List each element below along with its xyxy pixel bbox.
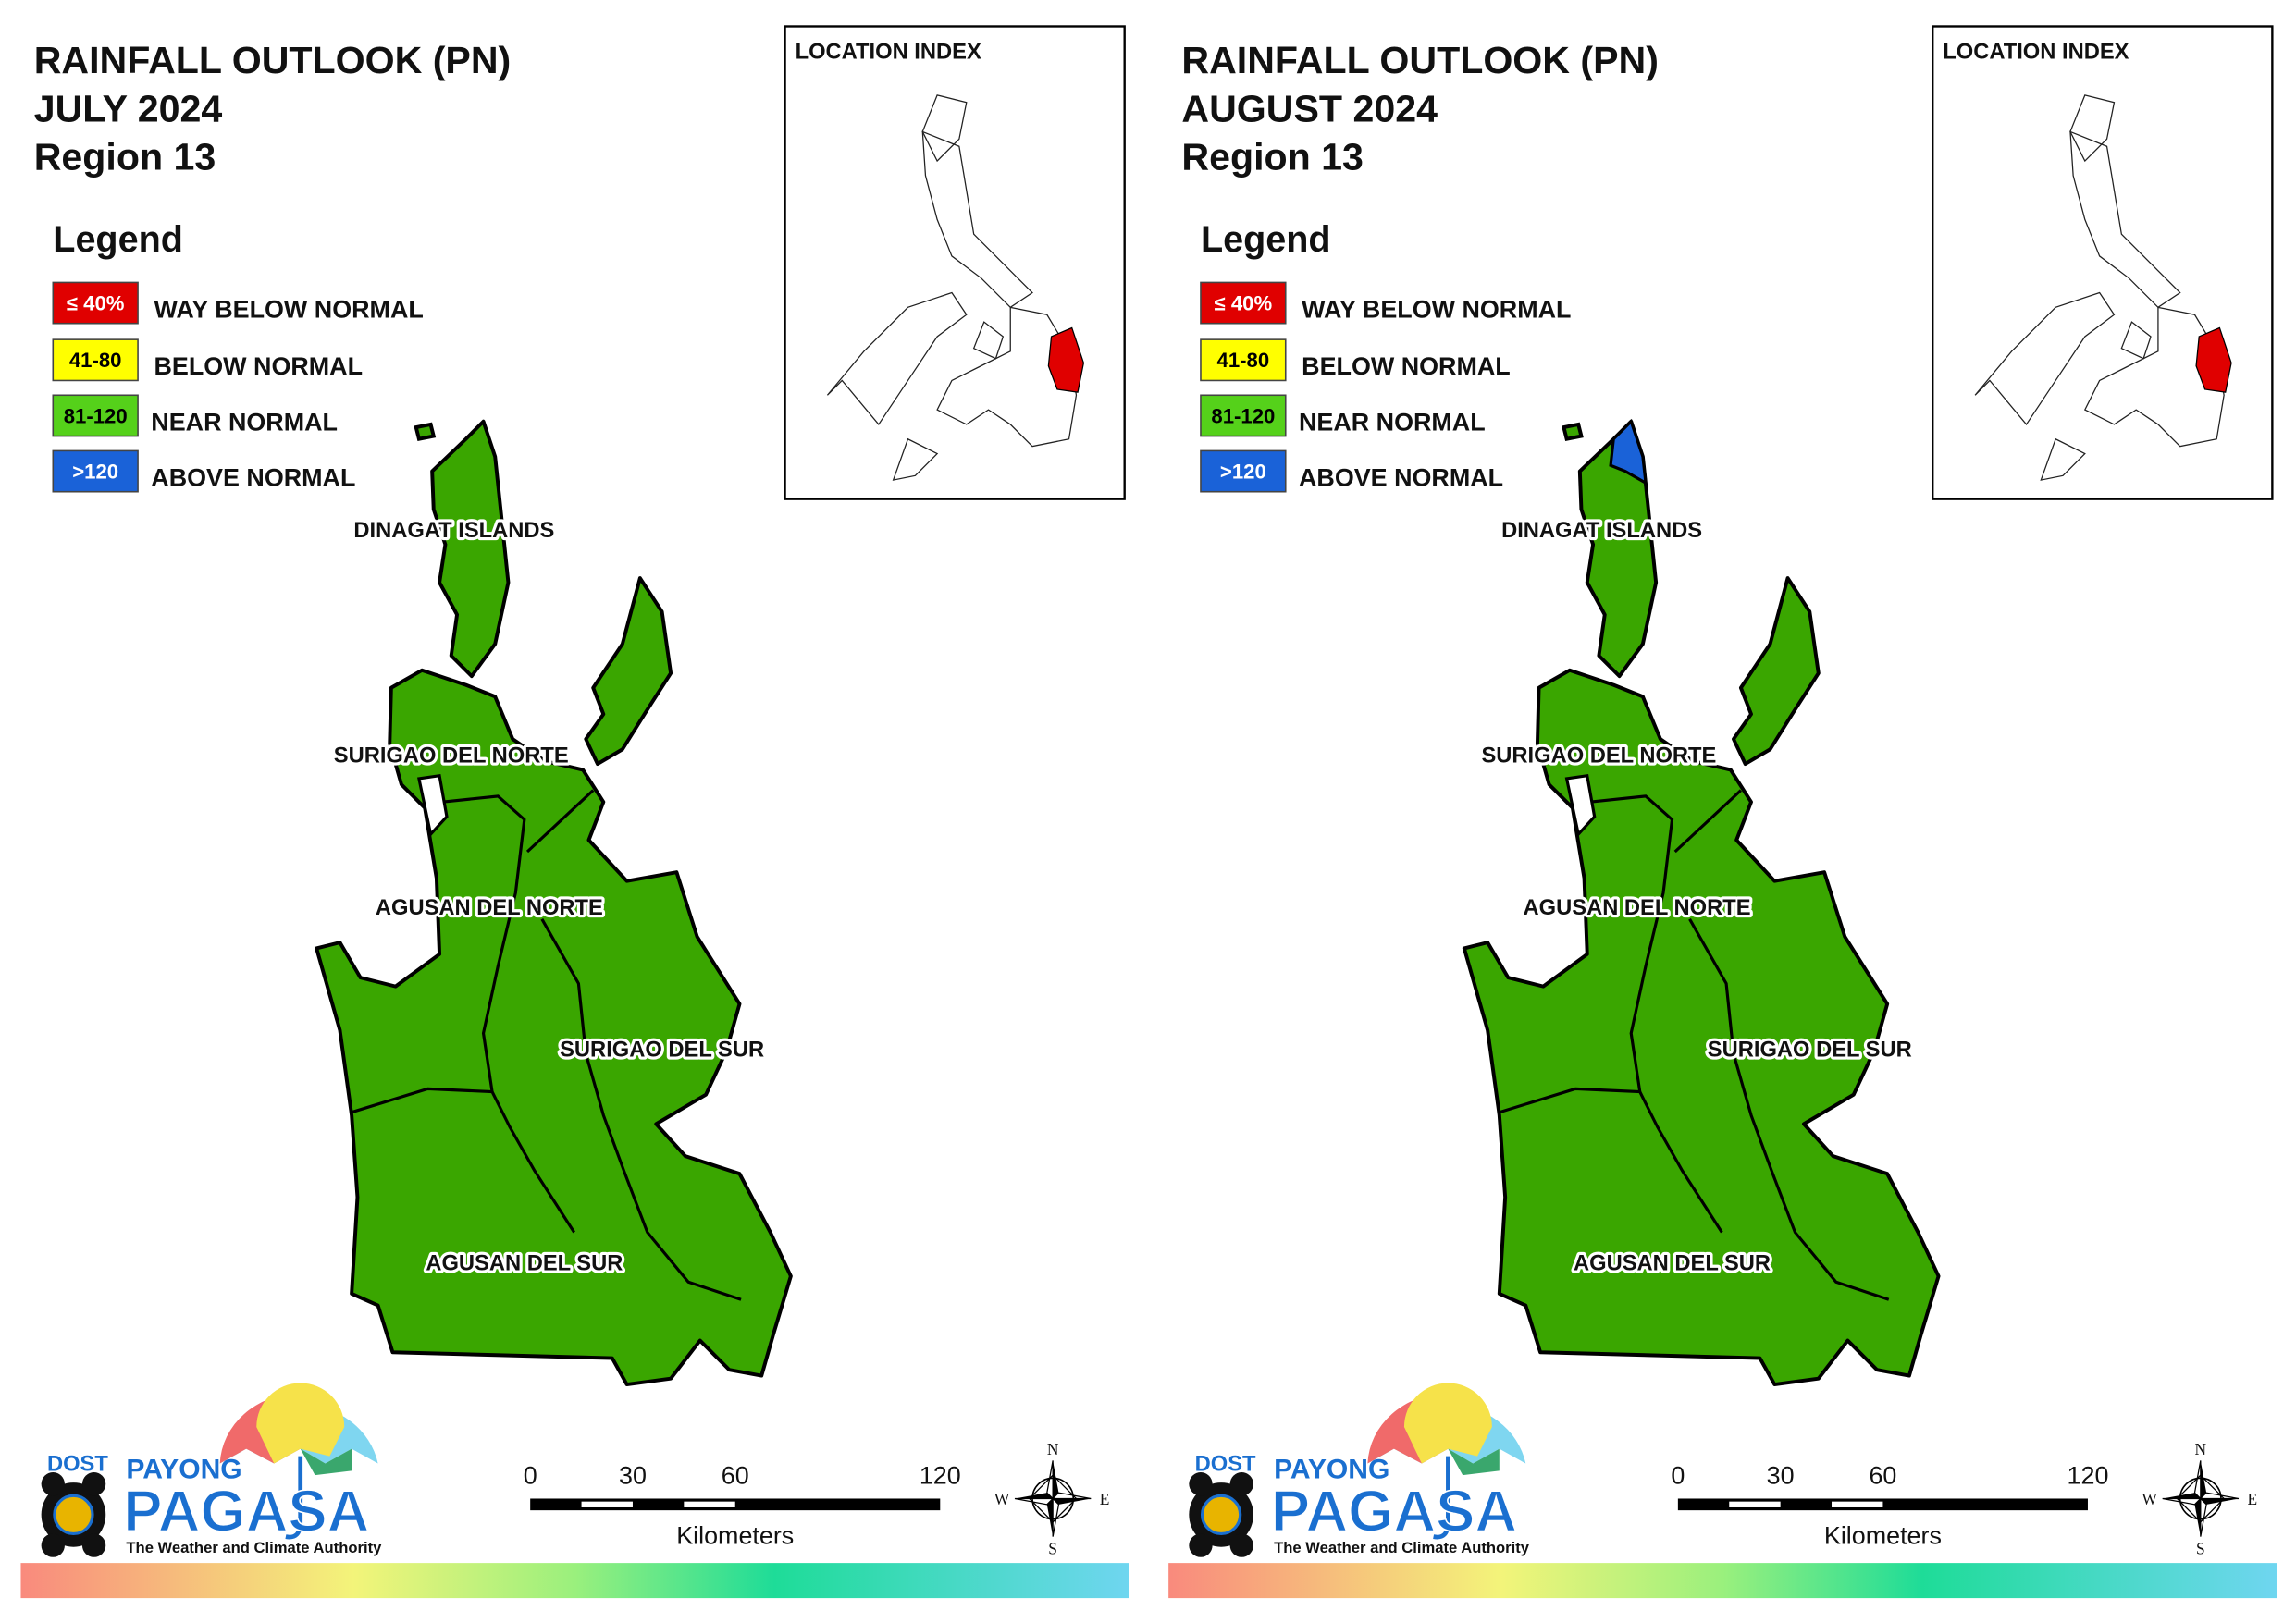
scale-tick-label: 60 <box>722 1462 749 1490</box>
scale-bar-gap <box>1832 1501 1883 1507</box>
legend-key: >120 <box>1220 460 1266 483</box>
compass-w: W <box>994 1490 1010 1508</box>
scale-bar-gap <box>1729 1501 1781 1507</box>
legend-label: BELOW NORMAL <box>1302 352 1511 380</box>
legend-label: WAY BELOW NORMAL <box>154 295 423 323</box>
province-label: AGUSAN DEL SUR <box>426 1252 623 1276</box>
legend-key: >120 <box>72 460 118 483</box>
legend-label: ABOVE NORMAL <box>1299 463 1503 491</box>
legend-key: 81-120 <box>64 404 128 427</box>
footer-gradient <box>20 1563 1129 1599</box>
legend-swatch <box>1200 394 1287 437</box>
logo-name: PAGASA <box>123 1479 369 1543</box>
legend-label: NEAR NORMAL <box>151 408 338 436</box>
scale-tick-label: 0 <box>524 1462 537 1490</box>
logo-name: PAGASA <box>1271 1479 1517 1543</box>
province-label: AGUSAN DEL NORTE <box>376 896 603 920</box>
province-label: SURIGAO DEL NORTE <box>1481 744 1716 768</box>
compass-s: S <box>1048 1540 1057 1558</box>
legend-swatch <box>52 338 139 382</box>
legend-key: 41-80 <box>1217 349 1270 372</box>
scale-tick-label: 120 <box>920 1462 961 1490</box>
title-line: Region 13 <box>34 136 216 178</box>
legend-swatch <box>1200 281 1287 325</box>
legend-title: Legend <box>53 219 183 260</box>
legend-swatch <box>52 281 139 325</box>
location-index-frame <box>1932 25 2274 500</box>
province-label: DINAGAT ISLANDS <box>1501 519 1702 543</box>
logo-brand: PAYONG <box>1274 1454 1389 1484</box>
above-normal-area <box>1609 418 1648 486</box>
compass-rose: N S E W <box>2142 1440 2258 1558</box>
compass-rose: N S E W <box>994 1440 1110 1558</box>
logo-brand: PAYONG <box>126 1454 241 1484</box>
compass-star <box>1014 1459 1092 1538</box>
legend-label: ABOVE NORMAL <box>151 463 355 491</box>
legend-swatch <box>52 394 139 437</box>
legend-key: ≤ 40% <box>67 291 125 314</box>
scale-tick-label: 30 <box>1767 1462 1795 1490</box>
compass-n: N <box>2195 1440 2207 1458</box>
panel-august: RAINFALL OUTLOOK (PN) AUGUST 2024 Region 1… <box>1168 25 2277 1599</box>
legend-label: WAY BELOW NORMAL <box>1302 295 1571 323</box>
compass-e: E <box>1100 1490 1110 1508</box>
province-label: DINAGAT ISLANDS <box>353 519 554 543</box>
scale-unit: Kilometers <box>676 1522 794 1550</box>
compass-star <box>2161 1459 2240 1538</box>
logo-agency: DOST <box>1195 1452 1256 1476</box>
province-label: AGUSAN DEL NORTE <box>1524 896 1751 920</box>
legend-label: NEAR NORMAL <box>1299 408 1486 436</box>
scale-tick-label: 0 <box>1671 1462 1685 1490</box>
legend-key: ≤ 40% <box>1215 291 1273 314</box>
legend-swatch <box>52 449 139 493</box>
panel-july: RAINFALL OUTLOOK (PN) JULY 2024 Region 13 L… <box>20 25 1129 1599</box>
scale-tick-label: 60 <box>1869 1462 1896 1490</box>
compass-n: N <box>1047 1440 1059 1458</box>
legend-label: BELOW NORMAL <box>154 352 363 380</box>
scale-bar-gap <box>581 1501 633 1507</box>
legend-key: 41-80 <box>69 349 122 372</box>
title-line: RAINFALL OUTLOOK (PN) <box>34 39 512 81</box>
title-line: AUGUST 2024 <box>1181 87 1438 129</box>
logo-tagline: The Weather and Climate Authority <box>1274 1539 1530 1556</box>
compass-e: E <box>2247 1490 2257 1508</box>
scale-bar-gap <box>684 1501 735 1507</box>
compass-w: W <box>2142 1490 2158 1508</box>
province-label: AGUSAN DEL SUR <box>1574 1252 1771 1276</box>
scale-tick-label: 30 <box>619 1462 647 1490</box>
logo-agency: DOST <box>47 1452 108 1476</box>
legend-key: 81-120 <box>1211 404 1275 427</box>
location-index-title: LOCATION INDEX <box>796 40 981 64</box>
title-line: JULY 2024 <box>34 87 223 129</box>
scale-tick-label: 120 <box>2068 1462 2109 1490</box>
location-index-title: LOCATION INDEX <box>1943 40 2129 64</box>
province-label: SURIGAO DEL NORTE <box>334 744 569 768</box>
province-label: SURIGAO DEL SUR <box>1708 1039 1912 1063</box>
legend-title: Legend <box>1201 219 1331 260</box>
legend-swatch <box>1200 338 1287 382</box>
location-index-frame <box>784 25 1126 500</box>
compass-s: S <box>2196 1540 2205 1558</box>
title-line: Region 13 <box>1181 136 1364 178</box>
title-line: RAINFALL OUTLOOK (PN) <box>1181 39 1659 81</box>
logo-tagline: The Weather and Climate Authority <box>126 1539 382 1556</box>
province-label: SURIGAO DEL SUR <box>560 1039 764 1063</box>
legend-swatch <box>1200 449 1287 493</box>
footer-gradient <box>1168 1563 2277 1599</box>
scale-unit: Kilometers <box>1824 1522 1942 1550</box>
